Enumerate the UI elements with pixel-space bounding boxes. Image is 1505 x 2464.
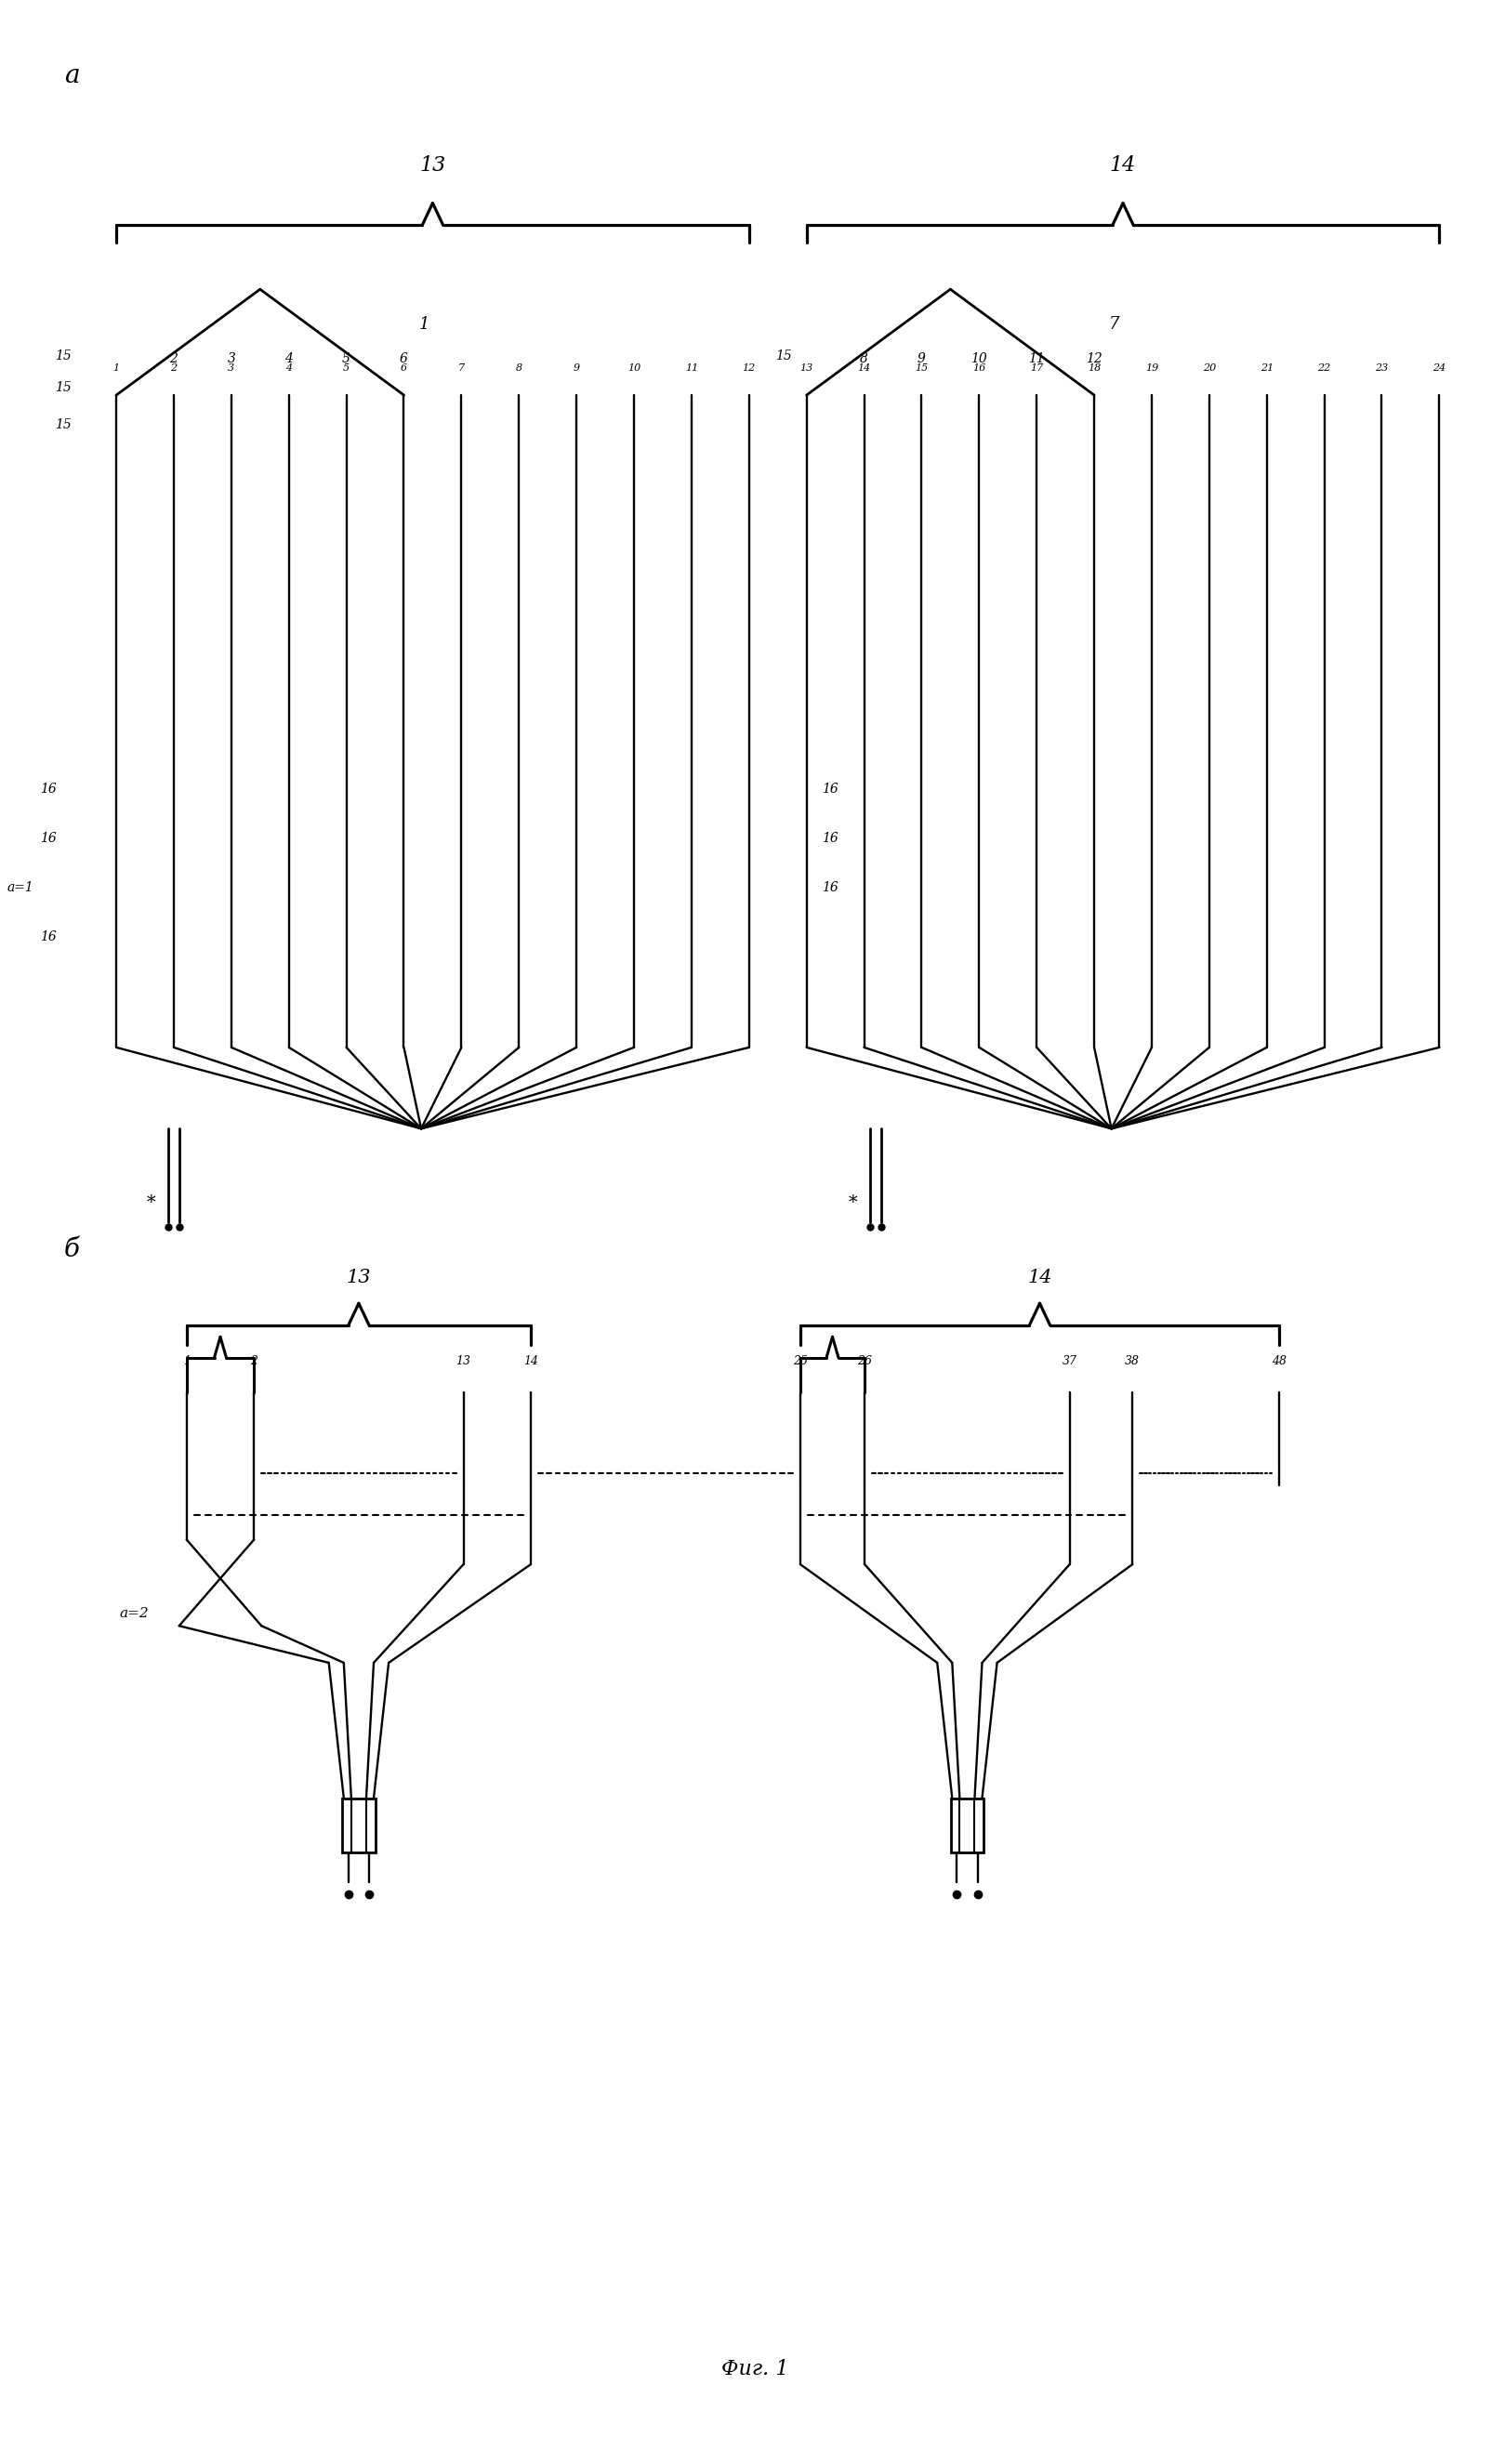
- Text: 9: 9: [573, 365, 579, 372]
- Text: 13: 13: [456, 1355, 471, 1368]
- Text: 2: 2: [250, 1355, 257, 1368]
- Text: 1: 1: [418, 315, 429, 333]
- Text: 22: 22: [1318, 365, 1330, 372]
- Bar: [342, 1799, 375, 1853]
- Text: 19: 19: [1145, 365, 1159, 372]
- Text: 4: 4: [286, 365, 292, 372]
- Text: 11: 11: [1028, 352, 1044, 365]
- Text: 24: 24: [1433, 365, 1446, 372]
- Text: 11: 11: [685, 365, 698, 372]
- Text: 25: 25: [793, 1355, 808, 1368]
- Text: 13: 13: [801, 365, 813, 372]
- Text: б: б: [63, 1237, 80, 1262]
- Text: 5: 5: [342, 352, 351, 365]
- Text: 8: 8: [859, 352, 868, 365]
- Text: *: *: [849, 1195, 856, 1210]
- Text: 15: 15: [54, 350, 71, 362]
- Text: 20: 20: [1202, 365, 1216, 372]
- Text: 37: 37: [1063, 1355, 1078, 1368]
- Text: 7: 7: [1109, 315, 1120, 333]
- Text: a=2: a=2: [120, 1607, 149, 1619]
- Text: *: *: [146, 1195, 155, 1210]
- Text: 18: 18: [1088, 365, 1100, 372]
- Text: 14: 14: [1109, 155, 1136, 175]
- Text: 6: 6: [400, 352, 408, 365]
- Text: 21: 21: [1260, 365, 1273, 372]
- Text: а: а: [63, 62, 80, 89]
- Text: 16: 16: [41, 833, 56, 845]
- Text: Фиг. 1: Фиг. 1: [722, 2358, 789, 2380]
- Text: 10: 10: [971, 352, 987, 365]
- Text: 8: 8: [516, 365, 522, 372]
- Text: 14: 14: [1028, 1269, 1052, 1286]
- Text: 13: 13: [420, 155, 445, 175]
- Text: 14: 14: [858, 365, 871, 372]
- Text: 5: 5: [343, 365, 349, 372]
- Text: 3: 3: [227, 352, 235, 365]
- Text: 16: 16: [41, 784, 56, 796]
- Text: 12: 12: [742, 365, 756, 372]
- Text: 48: 48: [1272, 1355, 1287, 1368]
- Text: 16: 16: [822, 882, 838, 894]
- Text: 17: 17: [1029, 365, 1043, 372]
- Text: 7: 7: [458, 365, 465, 372]
- Text: 13: 13: [346, 1269, 372, 1286]
- Text: 3: 3: [229, 365, 235, 372]
- Text: 1: 1: [113, 365, 119, 372]
- Text: 2: 2: [170, 352, 178, 365]
- Text: 16: 16: [972, 365, 986, 372]
- Text: 12: 12: [1087, 352, 1103, 365]
- Bar: [951, 1799, 984, 1853]
- Text: 23: 23: [1376, 365, 1389, 372]
- Text: 15: 15: [775, 350, 792, 362]
- Text: 26: 26: [858, 1355, 871, 1368]
- Text: 10: 10: [628, 365, 641, 372]
- Text: 38: 38: [1126, 1355, 1139, 1368]
- Text: 14: 14: [524, 1355, 539, 1368]
- Text: a=1: a=1: [8, 882, 35, 894]
- Text: 16: 16: [41, 929, 56, 944]
- Text: 2: 2: [170, 365, 178, 372]
- Text: 9: 9: [918, 352, 926, 365]
- Text: 15: 15: [915, 365, 929, 372]
- Text: 4: 4: [284, 352, 293, 365]
- Text: 15: 15: [54, 419, 71, 431]
- Text: 16: 16: [822, 833, 838, 845]
- Text: 1: 1: [184, 1355, 190, 1368]
- Text: 16: 16: [822, 784, 838, 796]
- Text: 6: 6: [400, 365, 408, 372]
- Text: 15: 15: [54, 382, 71, 394]
